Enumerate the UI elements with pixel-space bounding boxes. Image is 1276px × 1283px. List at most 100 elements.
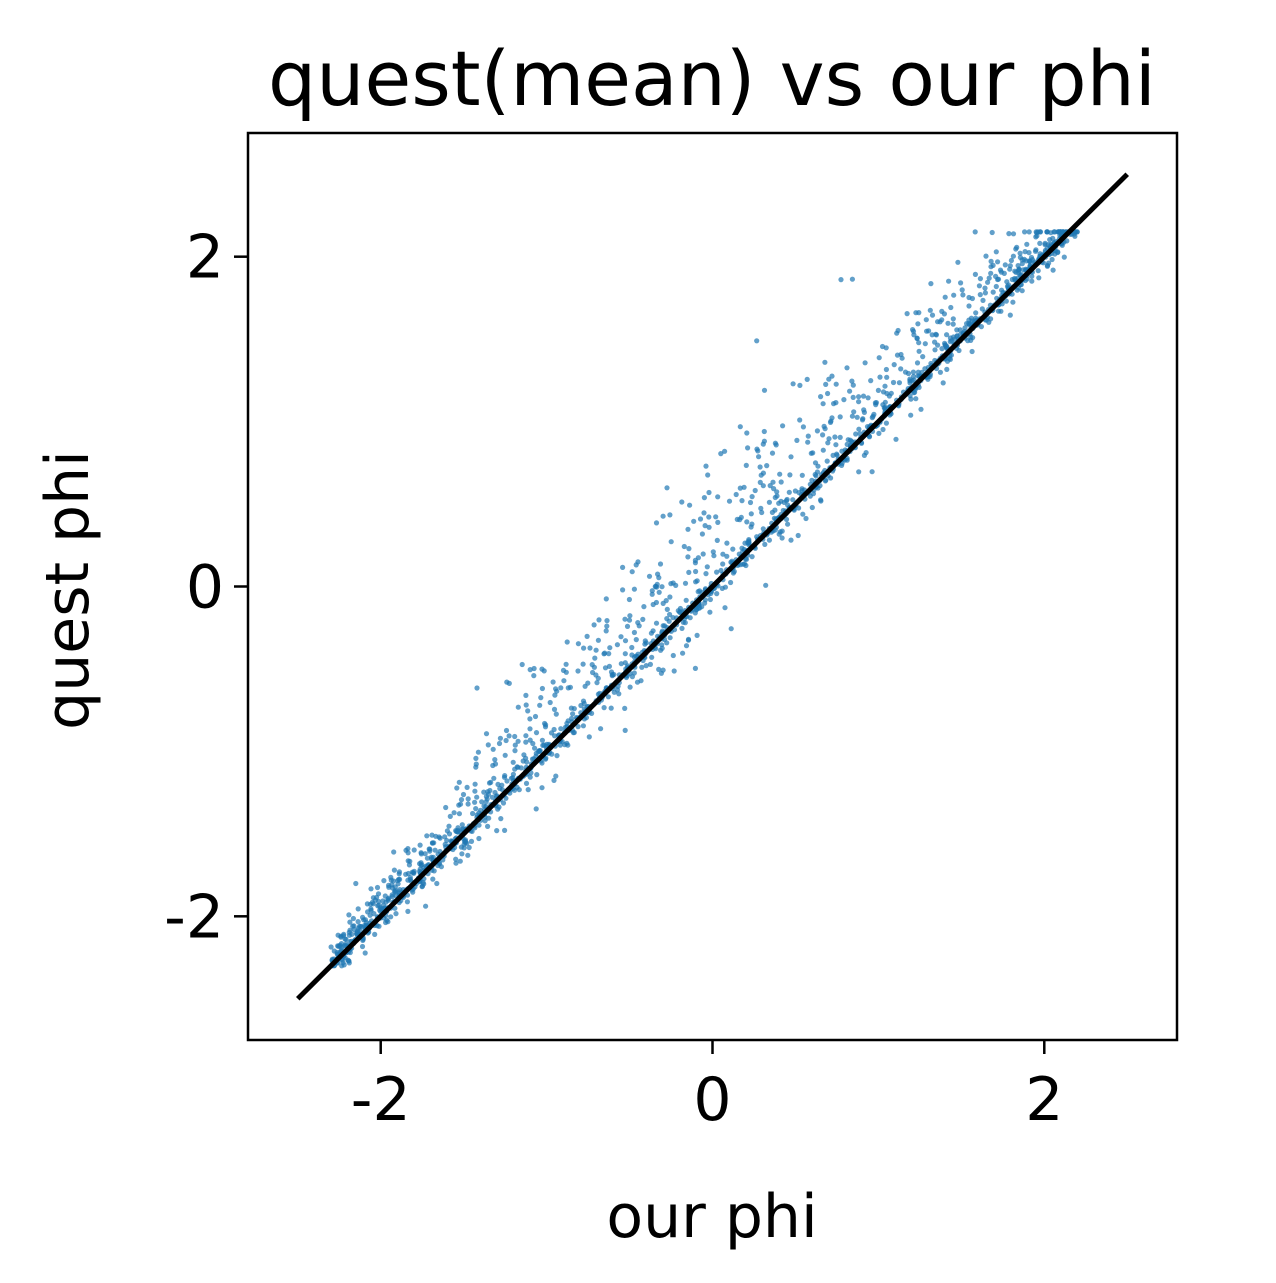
scatter-point	[937, 369, 944, 375]
scatter-point	[746, 540, 752, 547]
scatter-point	[714, 537, 720, 544]
scatter-point	[468, 838, 475, 845]
scatter-point	[1028, 254, 1035, 261]
scatter-point	[595, 637, 602, 643]
scatter-point	[760, 470, 767, 476]
scatter-point	[933, 332, 940, 338]
scatter-point	[472, 781, 478, 787]
scatter-point	[722, 448, 728, 454]
scatter-point	[512, 748, 518, 754]
scatter-point	[417, 842, 423, 848]
scatter-point	[353, 880, 359, 887]
scatter-point	[602, 665, 609, 671]
scatter-point	[883, 420, 890, 426]
scatter-point	[829, 415, 835, 421]
scatter-point	[510, 759, 516, 765]
scatter-point	[533, 730, 540, 736]
scatter-point	[849, 276, 856, 282]
scatter-point	[749, 554, 755, 560]
scatter-point	[1037, 240, 1043, 246]
scatter-point	[502, 752, 508, 758]
scatter-point	[756, 454, 762, 460]
scatter-point	[697, 605, 703, 611]
scatter-point	[1019, 257, 1025, 263]
scatter-point	[497, 785, 503, 792]
scatter-point	[1036, 275, 1042, 281]
scatter-point	[854, 414, 860, 420]
scatter-point	[772, 494, 778, 501]
scatter-point	[605, 694, 612, 700]
scatter-point	[626, 596, 633, 603]
scatter-point	[376, 898, 382, 905]
scatter-point	[968, 334, 974, 340]
scatter-point	[531, 673, 537, 679]
scatter-point	[718, 451, 724, 457]
scatter-point	[525, 787, 531, 793]
scatter-point	[496, 740, 503, 747]
scatter-point	[591, 622, 597, 628]
scatter-point	[702, 523, 708, 529]
scatter-point	[833, 381, 839, 387]
scatter-point	[442, 841, 448, 848]
scatter-point	[558, 726, 564, 732]
scatter-point	[1024, 241, 1030, 247]
scatter-point	[679, 625, 685, 632]
scatter-point	[667, 635, 673, 641]
scatter-point	[438, 864, 444, 870]
scatter-point	[473, 764, 479, 770]
scatter-point	[482, 818, 488, 824]
scatter-point	[575, 668, 581, 674]
scatter-point	[650, 601, 656, 608]
scatter-point	[918, 406, 924, 412]
scatter-point	[431, 868, 437, 874]
scatter-point	[763, 582, 769, 588]
scatter-point	[685, 637, 692, 643]
scatter-point	[825, 390, 831, 397]
scatter-point	[983, 253, 989, 259]
scatter-point	[986, 275, 992, 281]
scatter-point	[794, 437, 800, 443]
scatter-point	[476, 835, 482, 842]
scatter-point	[920, 354, 926, 360]
scatter-point	[790, 381, 796, 387]
scatter-point	[731, 568, 737, 575]
scatter-point	[1017, 250, 1023, 256]
scatter-point	[446, 823, 452, 829]
scatter-point	[681, 543, 687, 550]
scatter-point	[966, 317, 972, 323]
scatter-point	[388, 914, 394, 920]
scatter-point	[527, 774, 533, 780]
scatter-point	[331, 948, 337, 954]
scatter-point	[804, 376, 810, 382]
scatter-point	[739, 498, 745, 504]
scatter-point	[431, 840, 437, 846]
scatter-point	[947, 356, 954, 362]
scatter-point	[881, 405, 887, 411]
scatter-point	[335, 932, 341, 938]
scatter-point	[1014, 244, 1020, 250]
scatter-point	[834, 452, 840, 458]
scatter-point	[639, 664, 645, 670]
scatter-point	[857, 431, 863, 437]
scatter-point	[523, 739, 529, 745]
scatter-point	[783, 516, 790, 523]
scatter-point	[993, 283, 999, 290]
scatter-point	[1010, 231, 1017, 237]
scatter-point	[686, 569, 692, 576]
scatter-point	[893, 436, 899, 442]
scatter-point	[761, 428, 767, 435]
scatter-point	[502, 773, 508, 779]
scatter-point	[760, 526, 766, 532]
scatter-point	[515, 764, 521, 770]
scatter-point	[697, 588, 703, 594]
scatter-point	[614, 687, 621, 693]
scatter-point	[998, 269, 1005, 275]
scatter-point	[523, 702, 529, 708]
scatter-point	[962, 325, 968, 331]
scatter-point	[580, 723, 587, 729]
scatter-point	[700, 551, 706, 557]
scatter-point	[744, 430, 750, 436]
scatter-point	[862, 360, 868, 366]
scatter-point	[730, 546, 736, 552]
scatter-point	[525, 708, 531, 714]
